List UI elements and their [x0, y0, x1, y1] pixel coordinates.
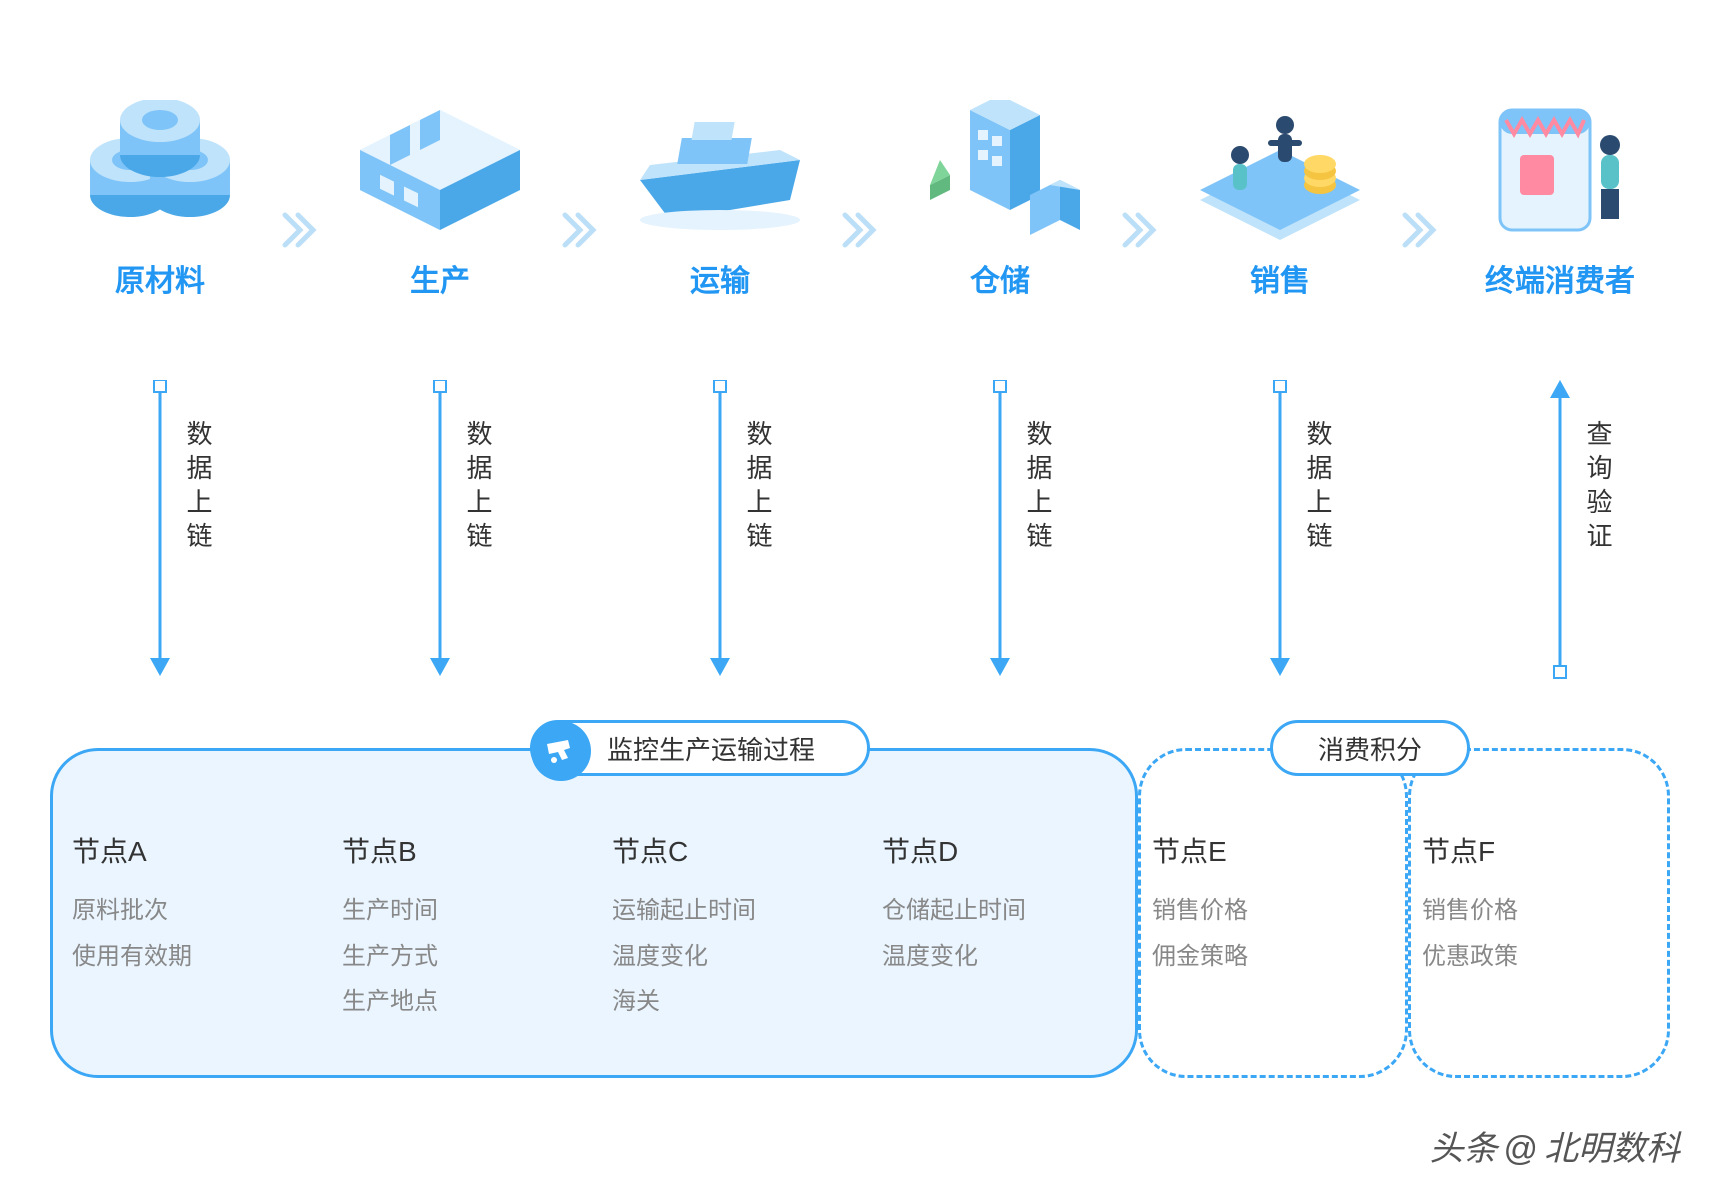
node-d: 节点D 仓储起止时间 温度变化 — [860, 830, 1130, 1025]
stage-raw-materials: 原材料 — [50, 100, 270, 300]
chevron-icon — [1115, 160, 1165, 300]
node-title: 节点D — [882, 830, 1108, 870]
arrow-col: 数据上链 — [890, 380, 1110, 680]
diagram-canvas: 原材料 生产 — [0, 0, 1720, 1200]
pill-monitoring: 监控生产运输过程 — [530, 720, 870, 776]
arrow-up-icon — [1545, 380, 1575, 680]
camera-icon — [531, 721, 591, 781]
node-items: 销售价格 佣金策略 — [1152, 888, 1378, 979]
stage-label: 生产 — [410, 256, 470, 300]
arrow-col: 查询验证 — [1450, 380, 1670, 680]
sales-icon — [1190, 100, 1370, 240]
arrow-col: 数据上链 — [330, 380, 550, 680]
node-items: 运输起止时间 温度变化 海关 — [612, 888, 838, 1025]
factory-icon — [350, 100, 530, 240]
node-title: 节点A — [72, 830, 298, 870]
stage-sales: 销售 — [1170, 100, 1390, 300]
node-items: 生产时间 生产方式 生产地点 — [342, 888, 568, 1025]
node-a: 节点A 原料批次 使用有效期 — [50, 830, 320, 1025]
watermark-name: 北明数科 — [1544, 1130, 1680, 1168]
node-item: 原料批次 — [72, 888, 298, 934]
stage-warehouse: 仓储 — [890, 100, 1110, 300]
arrow-label: 数据上链 — [1020, 420, 1057, 556]
arrow-col: 数据上链 — [1170, 380, 1390, 680]
node-item: 运输起止时间 — [612, 888, 838, 934]
arrow-label: 数据上链 — [740, 420, 777, 556]
stage-production: 生产 — [330, 100, 550, 300]
watermark-at: @ — [1503, 1130, 1538, 1168]
arrow-down-icon — [145, 380, 175, 680]
warehouse-icon — [910, 100, 1090, 240]
chevron-icon — [275, 160, 325, 300]
stage-consumer: 终端消费者 — [1450, 100, 1670, 300]
arrow-label: 数据上链 — [460, 420, 497, 556]
watermark: 头条@北明数科 — [1429, 1121, 1680, 1170]
arrow-label: 数据上链 — [1300, 420, 1337, 556]
node-title: 节点E — [1152, 830, 1378, 870]
node-item: 温度变化 — [882, 934, 1108, 980]
arrow-down-icon — [985, 380, 1015, 680]
node-item: 销售价格 — [1422, 888, 1648, 934]
node-title: 节点F — [1422, 830, 1648, 870]
consumer-icon — [1470, 100, 1650, 240]
node-item: 海关 — [612, 979, 838, 1025]
arrow-label: 查询验证 — [1580, 420, 1617, 556]
vertical-arrows-row: 数据上链 数据上链 数据上链 数据上链 数据上链 查询验证 — [50, 380, 1670, 680]
stage-transport: 运输 — [610, 100, 830, 300]
node-f: 节点F 销售价格 优惠政策 — [1400, 830, 1670, 1025]
arrow-label: 数据上链 — [180, 420, 217, 556]
node-item: 生产方式 — [342, 934, 568, 980]
arrow-col: 数据上链 — [610, 380, 830, 680]
node-item: 仓储起止时间 — [882, 888, 1108, 934]
stage-label: 运输 — [690, 256, 750, 300]
node-e: 节点E 销售价格 佣金策略 — [1130, 830, 1400, 1025]
barrels-icon — [70, 100, 250, 240]
node-item: 使用有效期 — [72, 934, 298, 980]
chevron-icon — [1395, 160, 1445, 300]
node-title: 节点B — [342, 830, 568, 870]
watermark-prefix: 头条 — [1429, 1130, 1497, 1168]
node-item: 优惠政策 — [1422, 934, 1648, 980]
node-item: 生产地点 — [342, 979, 568, 1025]
chevron-icon — [835, 160, 885, 300]
arrow-down-icon — [425, 380, 455, 680]
stage-label: 仓储 — [970, 256, 1030, 300]
ship-icon — [630, 100, 810, 240]
stage-label: 销售 — [1250, 256, 1310, 300]
pill-points-label: 消费积分 — [1318, 730, 1422, 767]
stage-label: 原材料 — [115, 256, 205, 300]
node-item: 温度变化 — [612, 934, 838, 980]
node-item: 销售价格 — [1152, 888, 1378, 934]
arrow-down-icon — [705, 380, 735, 680]
pill-points: 消费积分 — [1270, 720, 1470, 776]
arrow-col: 数据上链 — [50, 380, 270, 680]
node-items: 原料批次 使用有效期 — [72, 888, 298, 979]
node-item: 生产时间 — [342, 888, 568, 934]
node-items: 销售价格 优惠政策 — [1422, 888, 1648, 979]
chevron-icon — [555, 160, 605, 300]
node-title: 节点C — [612, 830, 838, 870]
node-item: 佣金策略 — [1152, 934, 1378, 980]
node-b: 节点B 生产时间 生产方式 生产地点 — [320, 830, 590, 1025]
stages-row: 原材料 生产 — [50, 100, 1670, 300]
arrow-down-icon — [1265, 380, 1295, 680]
node-c: 节点C 运输起止时间 温度变化 海关 — [590, 830, 860, 1025]
stage-label: 终端消费者 — [1485, 256, 1635, 300]
pill-monitoring-label: 监控生产运输过程 — [607, 730, 815, 767]
nodes-row: 节点A 原料批次 使用有效期 节点B 生产时间 生产方式 生产地点 节点C 运输… — [50, 830, 1670, 1025]
node-items: 仓储起止时间 温度变化 — [882, 888, 1108, 979]
